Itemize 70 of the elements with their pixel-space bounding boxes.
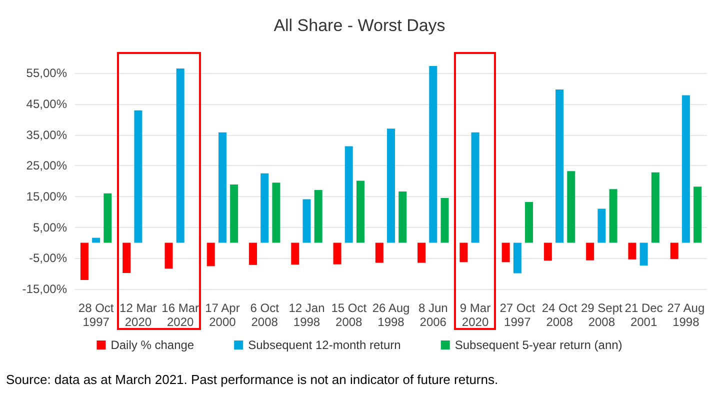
y-tick-label: 35,00% — [26, 128, 68, 142]
bar — [164, 242, 173, 269]
bar — [122, 242, 131, 273]
bar — [651, 172, 660, 243]
y-tick-label: -5,00% — [28, 251, 68, 266]
y-tick-label: 5,00% — [32, 220, 68, 234]
bar — [556, 89, 564, 243]
bar — [375, 242, 384, 263]
bar — [314, 190, 322, 243]
bar — [302, 199, 311, 243]
x-tick-label: 26 Aug 1998 — [372, 301, 410, 329]
bar — [260, 173, 269, 243]
bar — [628, 242, 636, 260]
bar — [398, 192, 407, 243]
legend-label: Daily % change — [110, 338, 194, 352]
bar — [272, 182, 280, 243]
y-tick-label: 25,00% — [26, 158, 68, 173]
x-tick-label: 27 Oct 1997 — [500, 301, 536, 329]
y-tick-label: 45,00% — [26, 96, 68, 111]
x-tick-label: 6 Oct 2008 — [250, 301, 280, 329]
x-tick-label: 24 Oct 2008 — [542, 301, 578, 329]
y-tick-label: 15,00% — [26, 189, 68, 204]
bar — [525, 202, 533, 243]
x-tick-label: 27 Aug 1998 — [667, 301, 705, 329]
bar — [440, 198, 449, 243]
bar — [418, 242, 426, 263]
bar — [344, 146, 353, 243]
bar — [230, 184, 238, 243]
x-tick-label: 17 Apr 2000 — [205, 301, 240, 329]
bar — [460, 242, 468, 262]
x-tick-label: 29 Sept 2008 — [580, 301, 624, 329]
x-tick-label: 15 Oct 2008 — [331, 301, 368, 329]
bar — [544, 242, 552, 261]
bar — [670, 242, 678, 260]
bar — [586, 242, 594, 260]
bar — [682, 95, 690, 243]
legend-label: Subsequent 12-month return — [248, 338, 401, 352]
bar — [356, 180, 364, 243]
bar — [176, 68, 184, 243]
bar — [134, 110, 142, 243]
bar — [218, 132, 226, 243]
y-tick-label: -15,00% — [22, 282, 68, 296]
bar — [598, 208, 606, 243]
bar — [502, 242, 510, 262]
bar — [333, 242, 342, 264]
bar — [513, 242, 522, 274]
x-tick-label: 12 Jan 1998 — [288, 301, 325, 329]
legend-label: Subsequent 5-year return (ann) — [454, 338, 622, 352]
x-tick-label: 16 Mar 2020 — [162, 301, 200, 329]
x-tick-label: 12 Mar 2020 — [120, 301, 157, 329]
bar — [609, 189, 618, 243]
bar — [206, 242, 215, 266]
x-tick-label: 21 Dec 2001 — [624, 301, 663, 329]
bar — [249, 242, 257, 265]
bar — [567, 171, 576, 243]
bar — [640, 242, 648, 266]
x-tick-label: 8 Jun 2006 — [418, 301, 448, 329]
bar — [694, 186, 702, 243]
bar — [92, 238, 100, 243]
x-tick-label: 9 Mar 2020 — [460, 301, 491, 329]
bar — [104, 193, 112, 243]
bar — [471, 132, 480, 243]
bar — [291, 242, 300, 265]
chart-title: All Share - Worst Days — [274, 16, 446, 35]
source-note: Source: data as at March 2021. Past performance is not an indicator of future returns. — [6, 372, 498, 387]
y-tick-label: 55,00% — [26, 66, 68, 80]
bar — [387, 128, 395, 243]
bar — [429, 66, 438, 243]
bar — [80, 242, 88, 280]
x-tick-label: 28 Oct 1997 — [78, 301, 114, 329]
